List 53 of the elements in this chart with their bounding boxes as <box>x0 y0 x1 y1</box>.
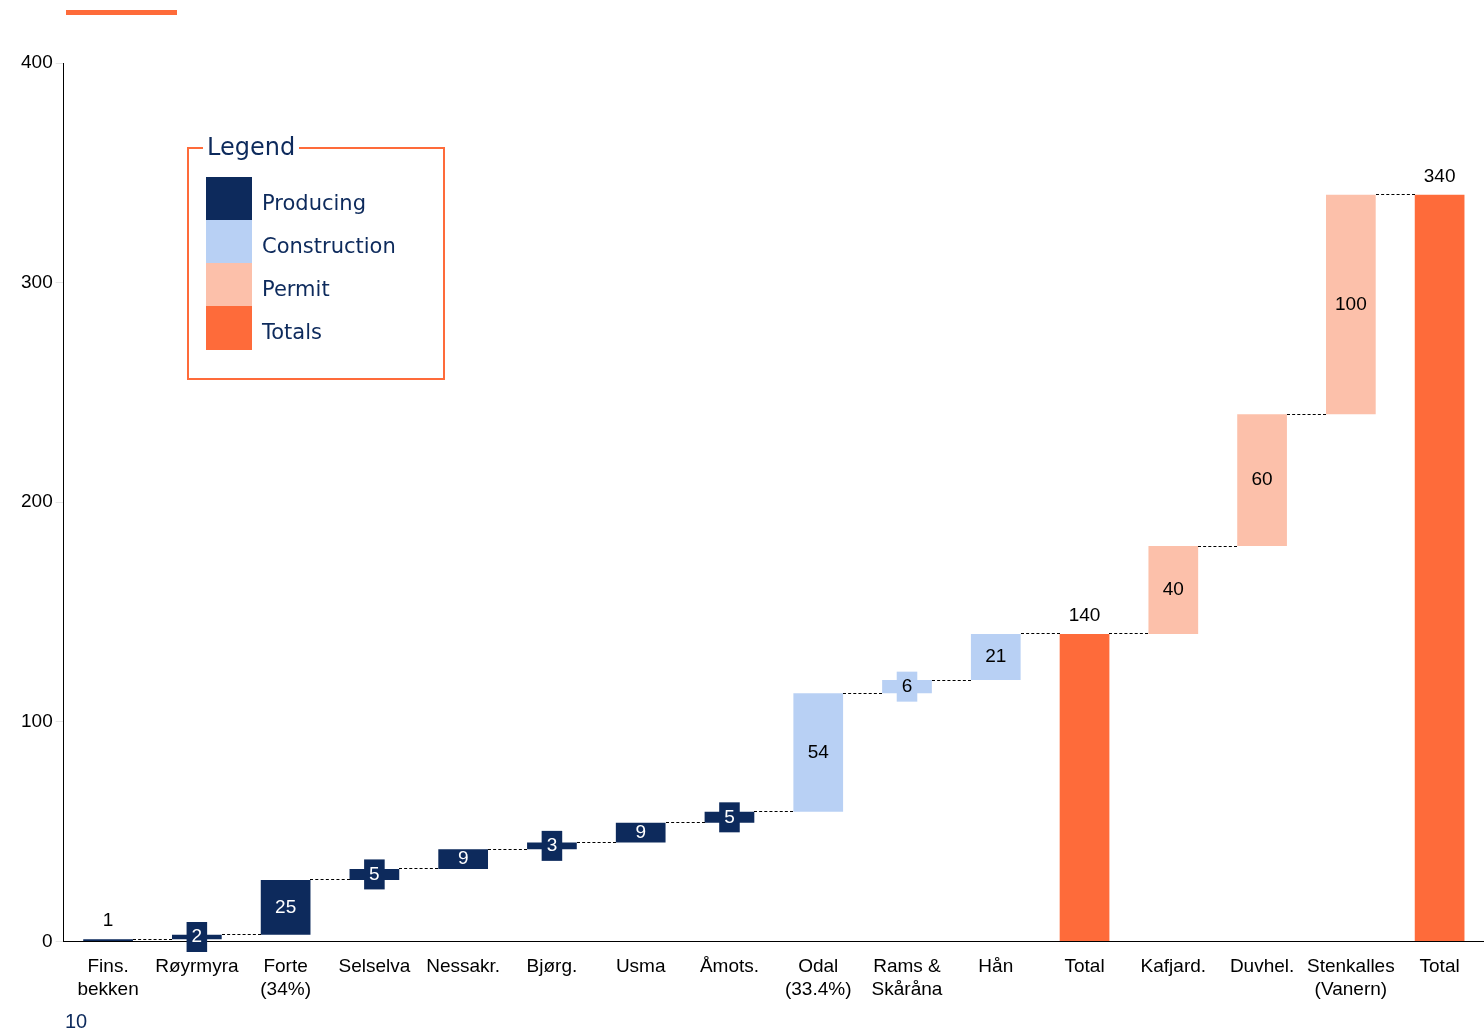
data-label: 1 <box>102 909 114 931</box>
x-tick-label: Hån <box>978 955 1014 977</box>
bar <box>1414 194 1465 941</box>
x-tick-label: Selselva <box>338 955 411 977</box>
data-label: 6 <box>901 674 913 696</box>
bar <box>1148 546 1199 634</box>
x-tick-label: Røyrmyra <box>155 955 239 977</box>
bar <box>793 693 844 812</box>
data-label: 9 <box>457 847 469 869</box>
legend-label: Producing <box>262 190 366 215</box>
x-tick-label: Rams & Skåråna <box>871 955 943 999</box>
bar <box>615 822 666 843</box>
x-tick-label: Total <box>1419 955 1460 977</box>
bar <box>438 849 489 869</box>
bar <box>260 879 311 935</box>
data-label: 3 <box>546 834 558 856</box>
x-tick-label: Stenkalles (Vanern) <box>1307 955 1395 999</box>
data-label: 140 <box>1068 604 1101 626</box>
y-tick-label: 0 <box>42 929 53 951</box>
x-tick-label: Total <box>1064 955 1105 977</box>
x-tick-label: Usma <box>615 955 666 977</box>
y-tick-label: 200 <box>21 490 53 512</box>
x-tick-label: Nessakr. <box>426 955 501 977</box>
data-label: 5 <box>369 862 380 884</box>
x-tick-label: Odal (33.4%) <box>784 955 852 999</box>
legend-title: Legend <box>203 133 300 161</box>
legend-label: Totals <box>262 319 322 344</box>
bar <box>1059 633 1110 941</box>
bar <box>1325 194 1376 415</box>
bar <box>970 633 1021 681</box>
text: 10 <box>65 1010 88 1032</box>
x-tick-label: Duvhel. <box>1229 955 1295 977</box>
legend-label: Construction <box>262 233 396 258</box>
data-label: 60 <box>1251 468 1273 490</box>
data-label: 100 <box>1335 292 1367 314</box>
x-tick-label: Fins. bekken <box>77 955 139 999</box>
bar <box>1237 414 1287 547</box>
y-tick-label: 100 <box>21 710 53 732</box>
data-label: 9 <box>635 820 646 842</box>
y-tick-label: 300 <box>21 270 53 292</box>
data-label: 25 <box>275 895 297 917</box>
legend-label: Permit <box>262 276 330 301</box>
data-label: 5 <box>724 805 735 827</box>
data-label: 21 <box>985 645 1007 667</box>
x-tick-label: Kafjard. <box>1140 955 1207 977</box>
data-label: 40 <box>1162 578 1184 600</box>
x-tick-label: Forte (34%) <box>260 955 311 999</box>
data-label: 340 <box>1423 164 1456 186</box>
x-tick-label: Åmots. <box>699 955 760 977</box>
data-label: 2 <box>191 925 203 947</box>
y-tick-label: 400 <box>21 51 53 73</box>
x-tick-label: Bjørg. <box>526 955 578 977</box>
data-label: 54 <box>807 740 830 762</box>
